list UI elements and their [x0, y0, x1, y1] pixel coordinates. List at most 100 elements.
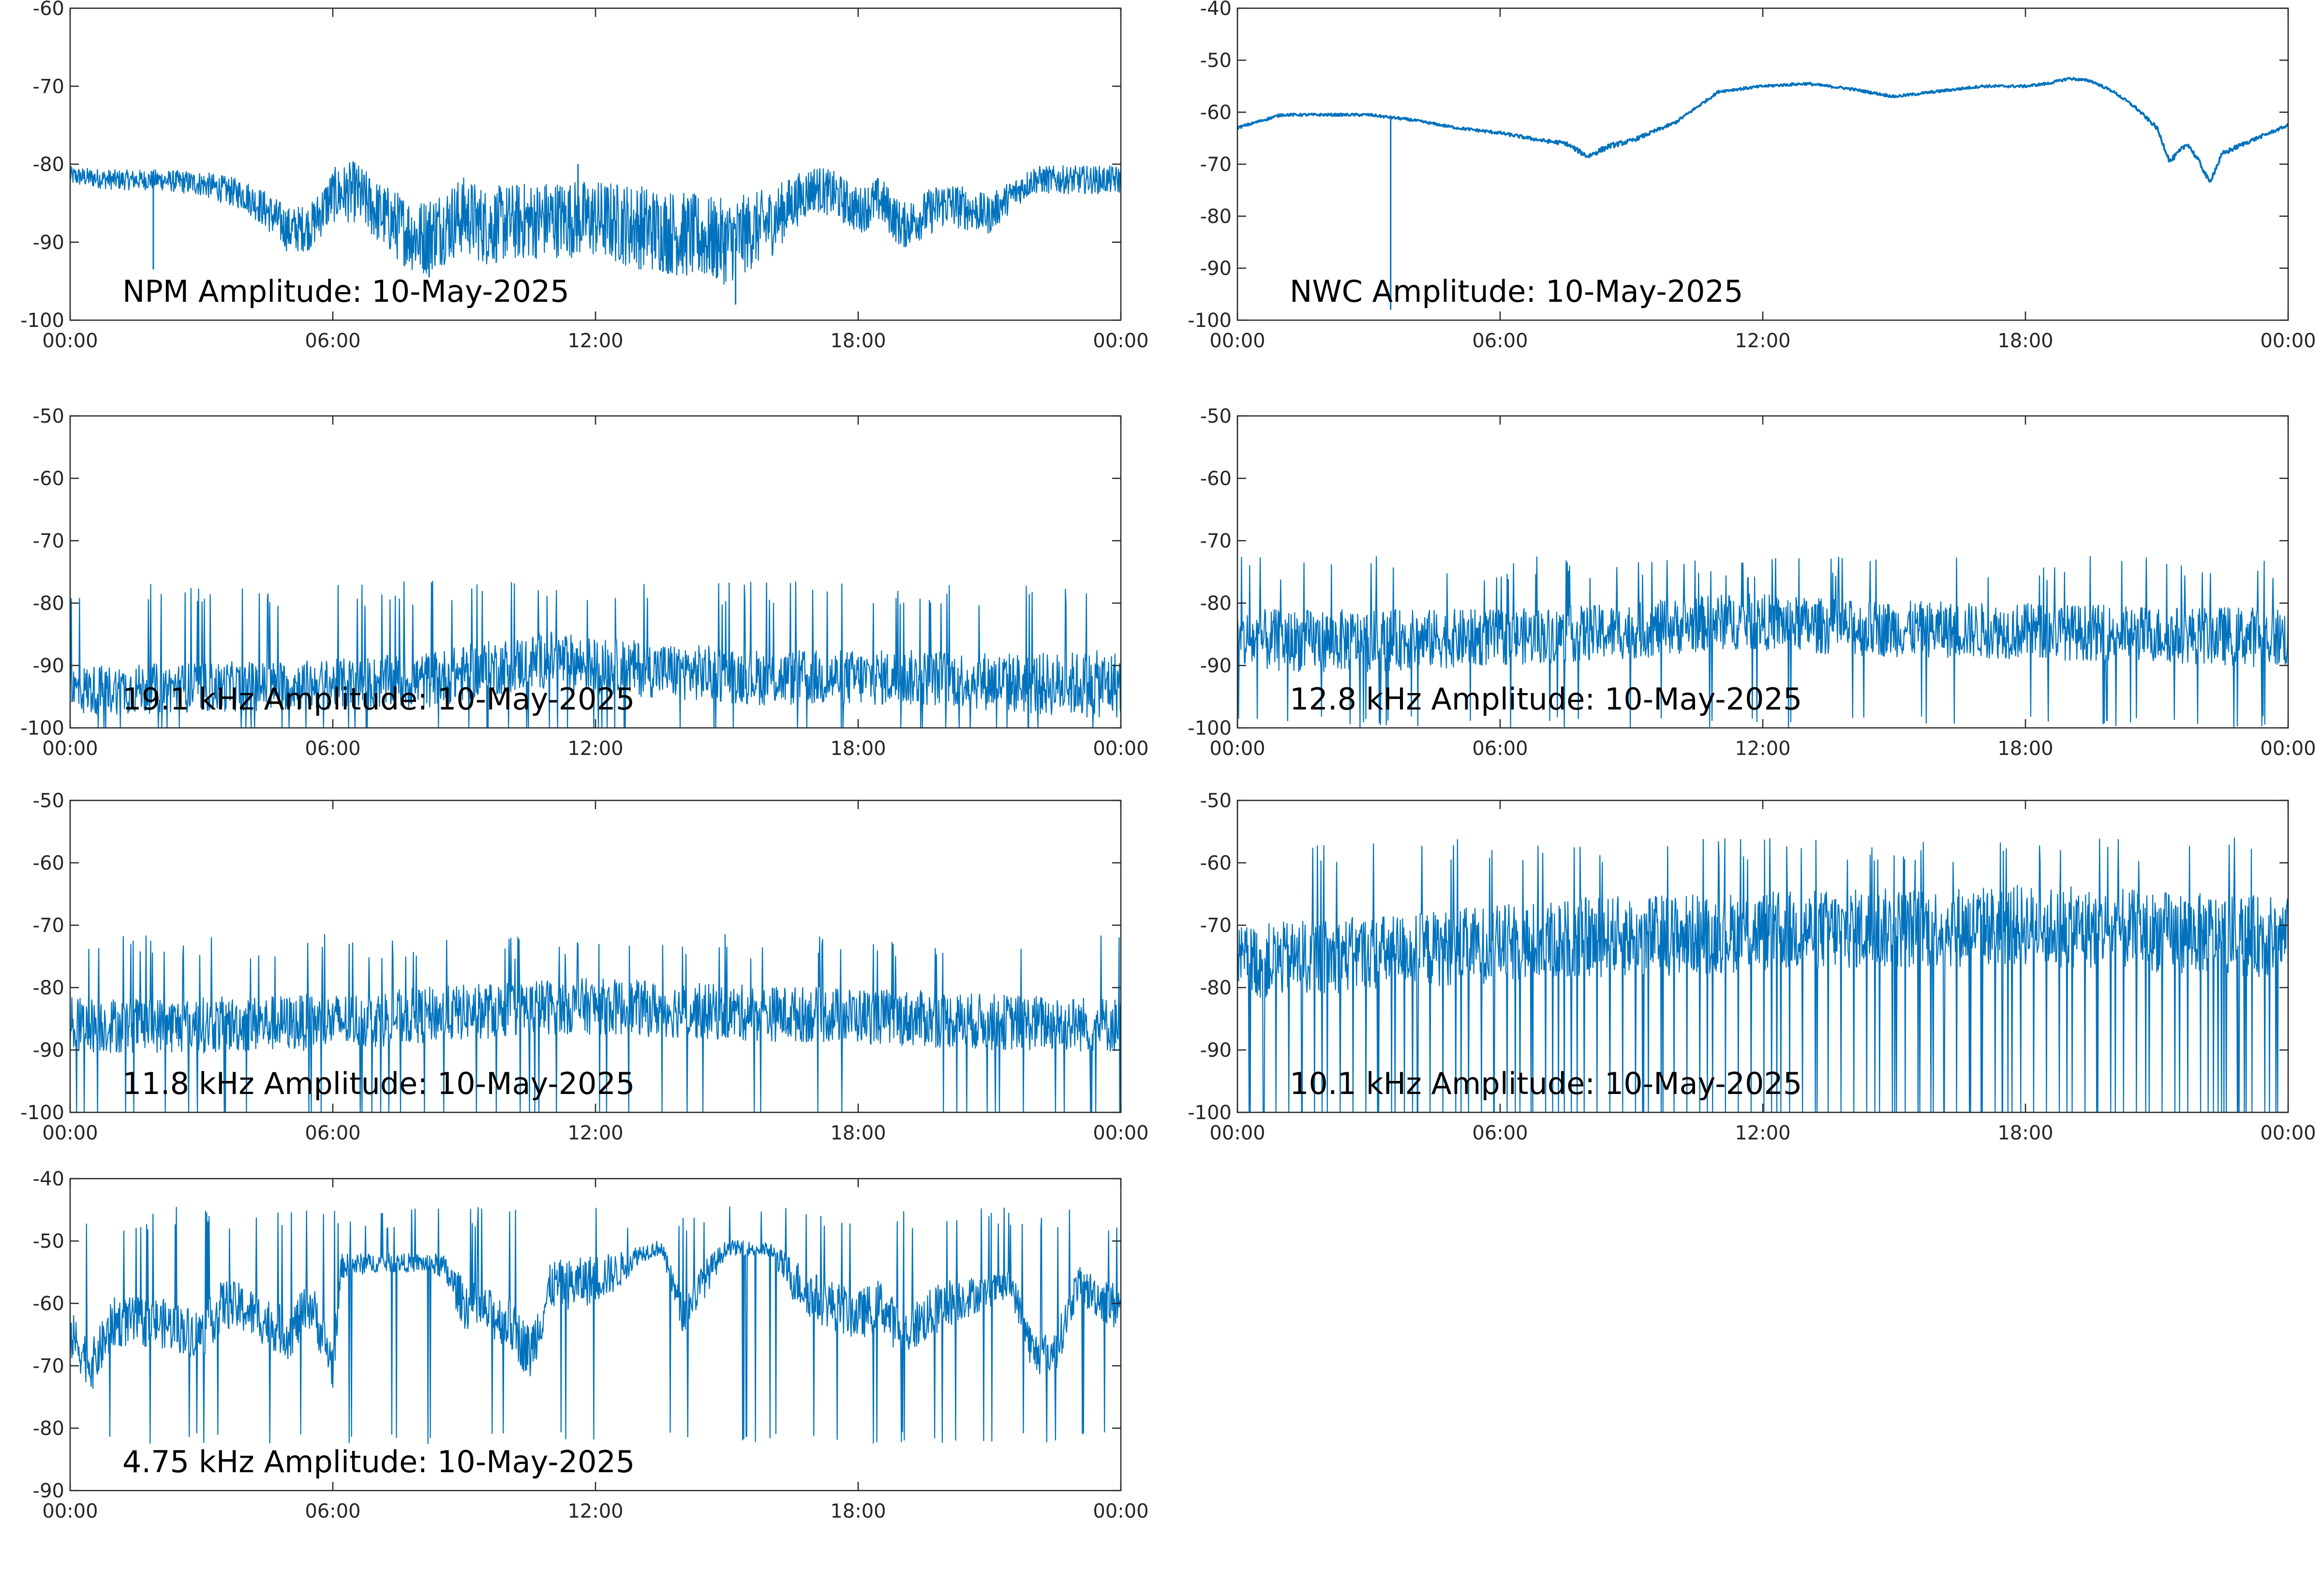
x-tick-label: 12:00: [1735, 1122, 1790, 1144]
y-tick-label: -70: [33, 915, 64, 937]
y-tick-label: -100: [1188, 717, 1232, 739]
x-tick-label: 06:00: [305, 330, 360, 352]
y-tick-label: -80: [1200, 206, 1232, 228]
series-line: [70, 1206, 1121, 1444]
y-tick-label: -100: [1188, 310, 1232, 332]
x-tick-label: 06:00: [305, 1122, 360, 1144]
x-tick-label: 12:00: [1735, 330, 1790, 352]
y-tick-label: -100: [20, 717, 64, 739]
y-tick-label: -60: [33, 1293, 64, 1315]
series-line: [1237, 556, 2288, 728]
x-tick-label: 18:00: [1997, 1122, 2053, 1144]
x-tick-label: 18:00: [830, 1500, 886, 1522]
y-tick-label: -100: [20, 310, 64, 332]
y-tick-label: -50: [1200, 790, 1232, 812]
y-tick-label: -90: [33, 232, 64, 254]
y-tick-label: -60: [1200, 102, 1232, 124]
series-line: [70, 161, 1121, 285]
y-tick-label: -60: [33, 0, 64, 20]
y-tick-label: -100: [20, 1102, 64, 1124]
y-tick-label: -40: [1200, 0, 1232, 20]
panel-title: NPM Amplitude: 10-May-2025: [122, 274, 569, 309]
x-tick-label: 12:00: [567, 330, 623, 352]
x-tick-label: 06:00: [1472, 738, 1528, 760]
x-tick-label: 00:00: [2260, 738, 2316, 760]
x-tick-label: 06:00: [1472, 1122, 1528, 1144]
panel-title: 4.75 kHz Amplitude: 10-May-2025: [122, 1444, 635, 1479]
series-line: [1237, 837, 2288, 1112]
y-tick-label: -70: [33, 1355, 64, 1377]
y-tick-label: -50: [1200, 50, 1232, 72]
x-tick-label: 18:00: [830, 330, 886, 352]
x-tick-label: 00:00: [1093, 1122, 1148, 1144]
y-tick-label: -70: [1200, 154, 1232, 176]
panel-title: 19.1 kHz Amplitude: 10-May-2025: [122, 681, 635, 717]
y-tick-label: -80: [33, 1418, 64, 1440]
x-tick-label: 06:00: [305, 738, 360, 760]
panel-title: 12.8 kHz Amplitude: 10-May-2025: [1290, 681, 1802, 717]
x-tick-label: 00:00: [2260, 330, 2316, 352]
x-tick-label: 12:00: [567, 1500, 623, 1522]
x-tick-label: 00:00: [42, 1122, 98, 1144]
x-tick-label: 06:00: [305, 1500, 360, 1522]
y-tick-label: -80: [33, 154, 64, 176]
x-tick-label: 00:00: [1209, 330, 1265, 352]
x-tick-label: 00:00: [1209, 1122, 1265, 1144]
x-tick-label: 00:00: [1093, 738, 1148, 760]
y-tick-label: -60: [33, 852, 64, 874]
y-tick-label: -60: [33, 468, 64, 490]
y-tick-label: -60: [1200, 468, 1232, 490]
panel-title: NWC Amplitude: 10-May-2025: [1290, 274, 1743, 309]
x-tick-label: 00:00: [42, 330, 98, 352]
x-tick-label: 18:00: [1997, 738, 2053, 760]
x-tick-label: 12:00: [1735, 738, 1790, 760]
y-tick-label: -100: [1188, 1102, 1232, 1124]
x-tick-label: 00:00: [42, 1500, 98, 1522]
series-line: [1237, 76, 2288, 183]
x-tick-label: 00:00: [1209, 738, 1265, 760]
y-tick-label: -50: [33, 405, 64, 428]
series-line: [70, 934, 1121, 1112]
x-tick-label: 00:00: [1093, 1500, 1148, 1522]
y-tick-label: -70: [1200, 915, 1232, 937]
y-tick-label: -90: [1200, 1039, 1232, 1062]
x-tick-label: 12:00: [567, 1122, 623, 1144]
y-tick-label: -80: [1200, 592, 1232, 615]
panel-title: 11.8 kHz Amplitude: 10-May-2025: [122, 1066, 635, 1101]
y-tick-label: -70: [33, 75, 64, 98]
y-tick-label: -80: [1200, 977, 1232, 999]
y-tick-label: -70: [1200, 530, 1232, 552]
y-tick-label: -90: [33, 655, 64, 677]
y-tick-label: -50: [33, 790, 64, 812]
x-tick-label: 12:00: [567, 738, 623, 760]
x-tick-label: 00:00: [42, 738, 98, 760]
y-tick-label: -60: [1200, 852, 1232, 874]
y-tick-label: -70: [33, 530, 64, 552]
y-tick-label: -90: [1200, 655, 1232, 677]
y-tick-label: -90: [33, 1480, 64, 1502]
x-tick-label: 00:00: [2260, 1122, 2316, 1144]
x-tick-label: 18:00: [1997, 330, 2053, 352]
x-tick-label: 18:00: [830, 738, 886, 760]
panel-title: 10.1 kHz Amplitude: 10-May-2025: [1290, 1066, 1802, 1101]
y-tick-label: -80: [33, 592, 64, 615]
y-tick-label: -90: [33, 1039, 64, 1062]
x-tick-label: 18:00: [830, 1122, 886, 1144]
y-tick-label: -40: [33, 1168, 64, 1190]
x-tick-label: 06:00: [1472, 330, 1528, 352]
y-tick-label: -50: [1200, 405, 1232, 428]
y-tick-label: -90: [1200, 258, 1232, 280]
y-tick-label: -50: [33, 1230, 64, 1253]
series-line: [70, 580, 1121, 728]
y-tick-label: -80: [33, 977, 64, 999]
x-tick-label: 00:00: [1093, 330, 1148, 352]
